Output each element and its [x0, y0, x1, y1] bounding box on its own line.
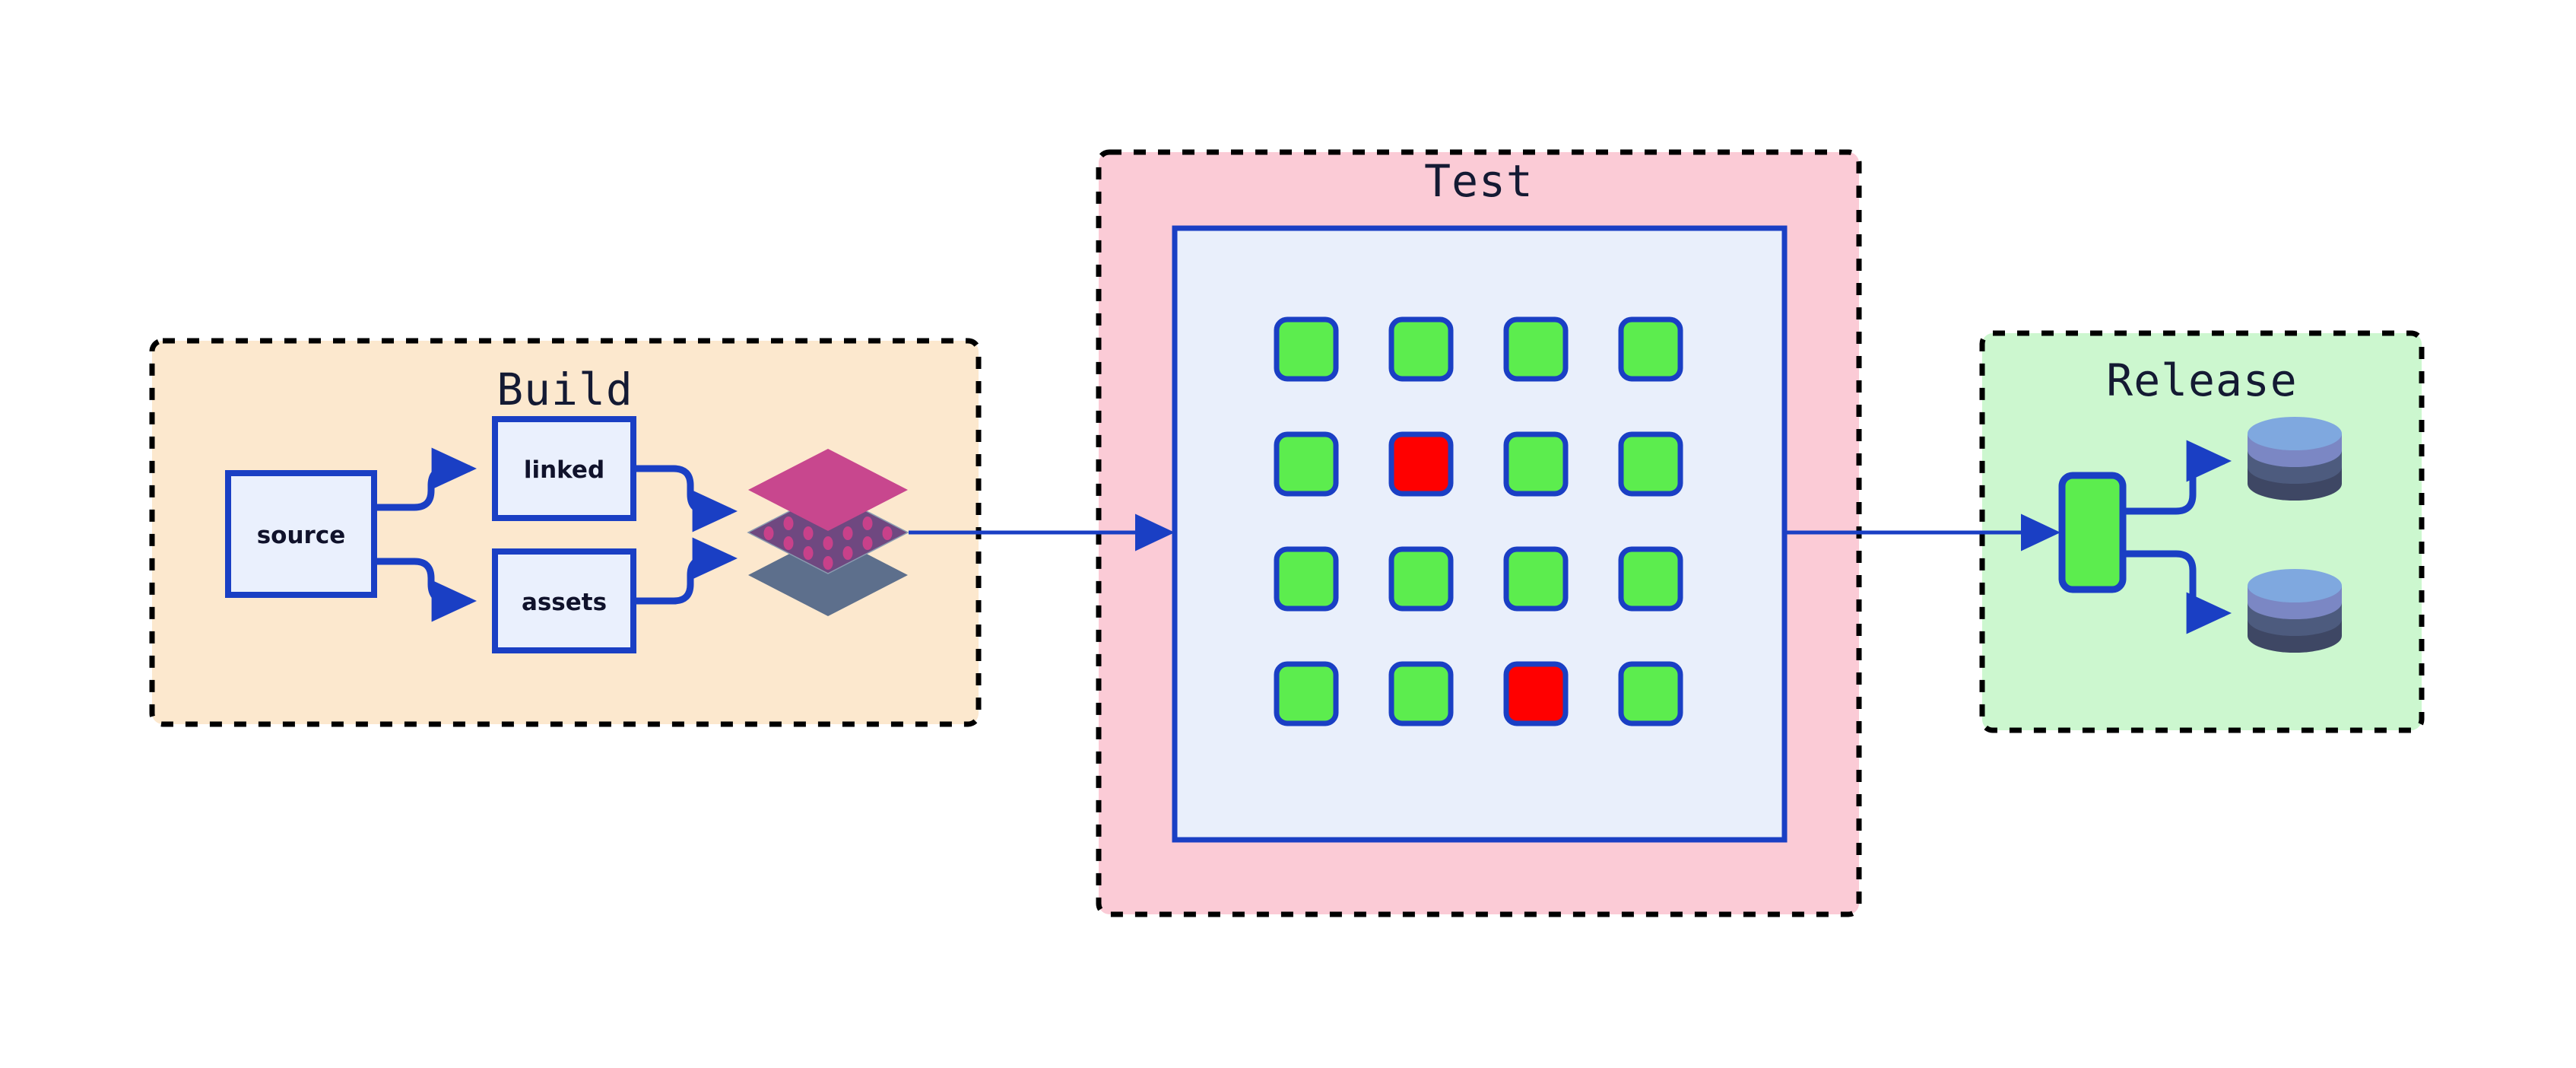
test-cell-fail-r2c2[interactable] — [1388, 431, 1454, 497]
test-cell-pass-r2c1[interactable] — [1274, 431, 1339, 497]
test-cell-pass-r4c1[interactable] — [1274, 661, 1339, 726]
test-cell-pass-r3c2[interactable] — [1388, 546, 1454, 612]
connector-linked-to-layers — [633, 465, 738, 532]
node-source[interactable] — [225, 470, 377, 598]
test-cell-pass-r4c4[interactable] — [1618, 661, 1683, 726]
stage-title-build: Build — [496, 364, 633, 415]
test-cell-pass-r4c2[interactable] — [1388, 661, 1454, 726]
connector-release-to-database-bottom — [2124, 550, 2232, 634]
layers-icon-top-layer — [748, 449, 908, 531]
connector-assets-to-layers — [633, 537, 738, 605]
stage-title-test: Test — [1424, 155, 1534, 207]
test-cell-pass-r1c4[interactable] — [1618, 316, 1683, 382]
layers-icon-middle-layer — [747, 491, 909, 574]
node-linked[interactable] — [492, 416, 636, 521]
connector-source-to-linked — [374, 447, 477, 511]
test-cell-pass-r2c3[interactable] — [1503, 431, 1569, 497]
test-cell-fail-r4c3[interactable] — [1503, 661, 1569, 726]
database-top-icon — [2248, 417, 2342, 501]
node-label-assets: assets — [521, 589, 608, 616]
connector-source-to-assets — [374, 558, 477, 622]
connector-release-to-database-top — [2124, 440, 2232, 515]
node-assets[interactable] — [492, 548, 636, 653]
test-cell-pass-r3c4[interactable] — [1618, 546, 1683, 612]
test-cell-pass-r1c3[interactable] — [1503, 316, 1569, 382]
node-label-source: source — [256, 522, 346, 549]
test-cell-pass-r1c1[interactable] — [1274, 316, 1339, 382]
test-cell-pass-r2c4[interactable] — [1618, 431, 1683, 497]
layers-icon — [747, 449, 909, 616]
test-cell-pass-r1c2[interactable] — [1388, 316, 1454, 382]
node-label-linked: linked — [523, 456, 605, 484]
layers-icon-bottom-layer — [748, 534, 908, 616]
database-bottom-icon — [2248, 569, 2342, 653]
stage-title-release: Release — [2106, 354, 2298, 406]
test-cell-pass-r3c3[interactable] — [1503, 546, 1569, 612]
test-cell-pass-r3c1[interactable] — [1274, 546, 1339, 612]
node-release-artifact[interactable] — [2058, 472, 2127, 593]
